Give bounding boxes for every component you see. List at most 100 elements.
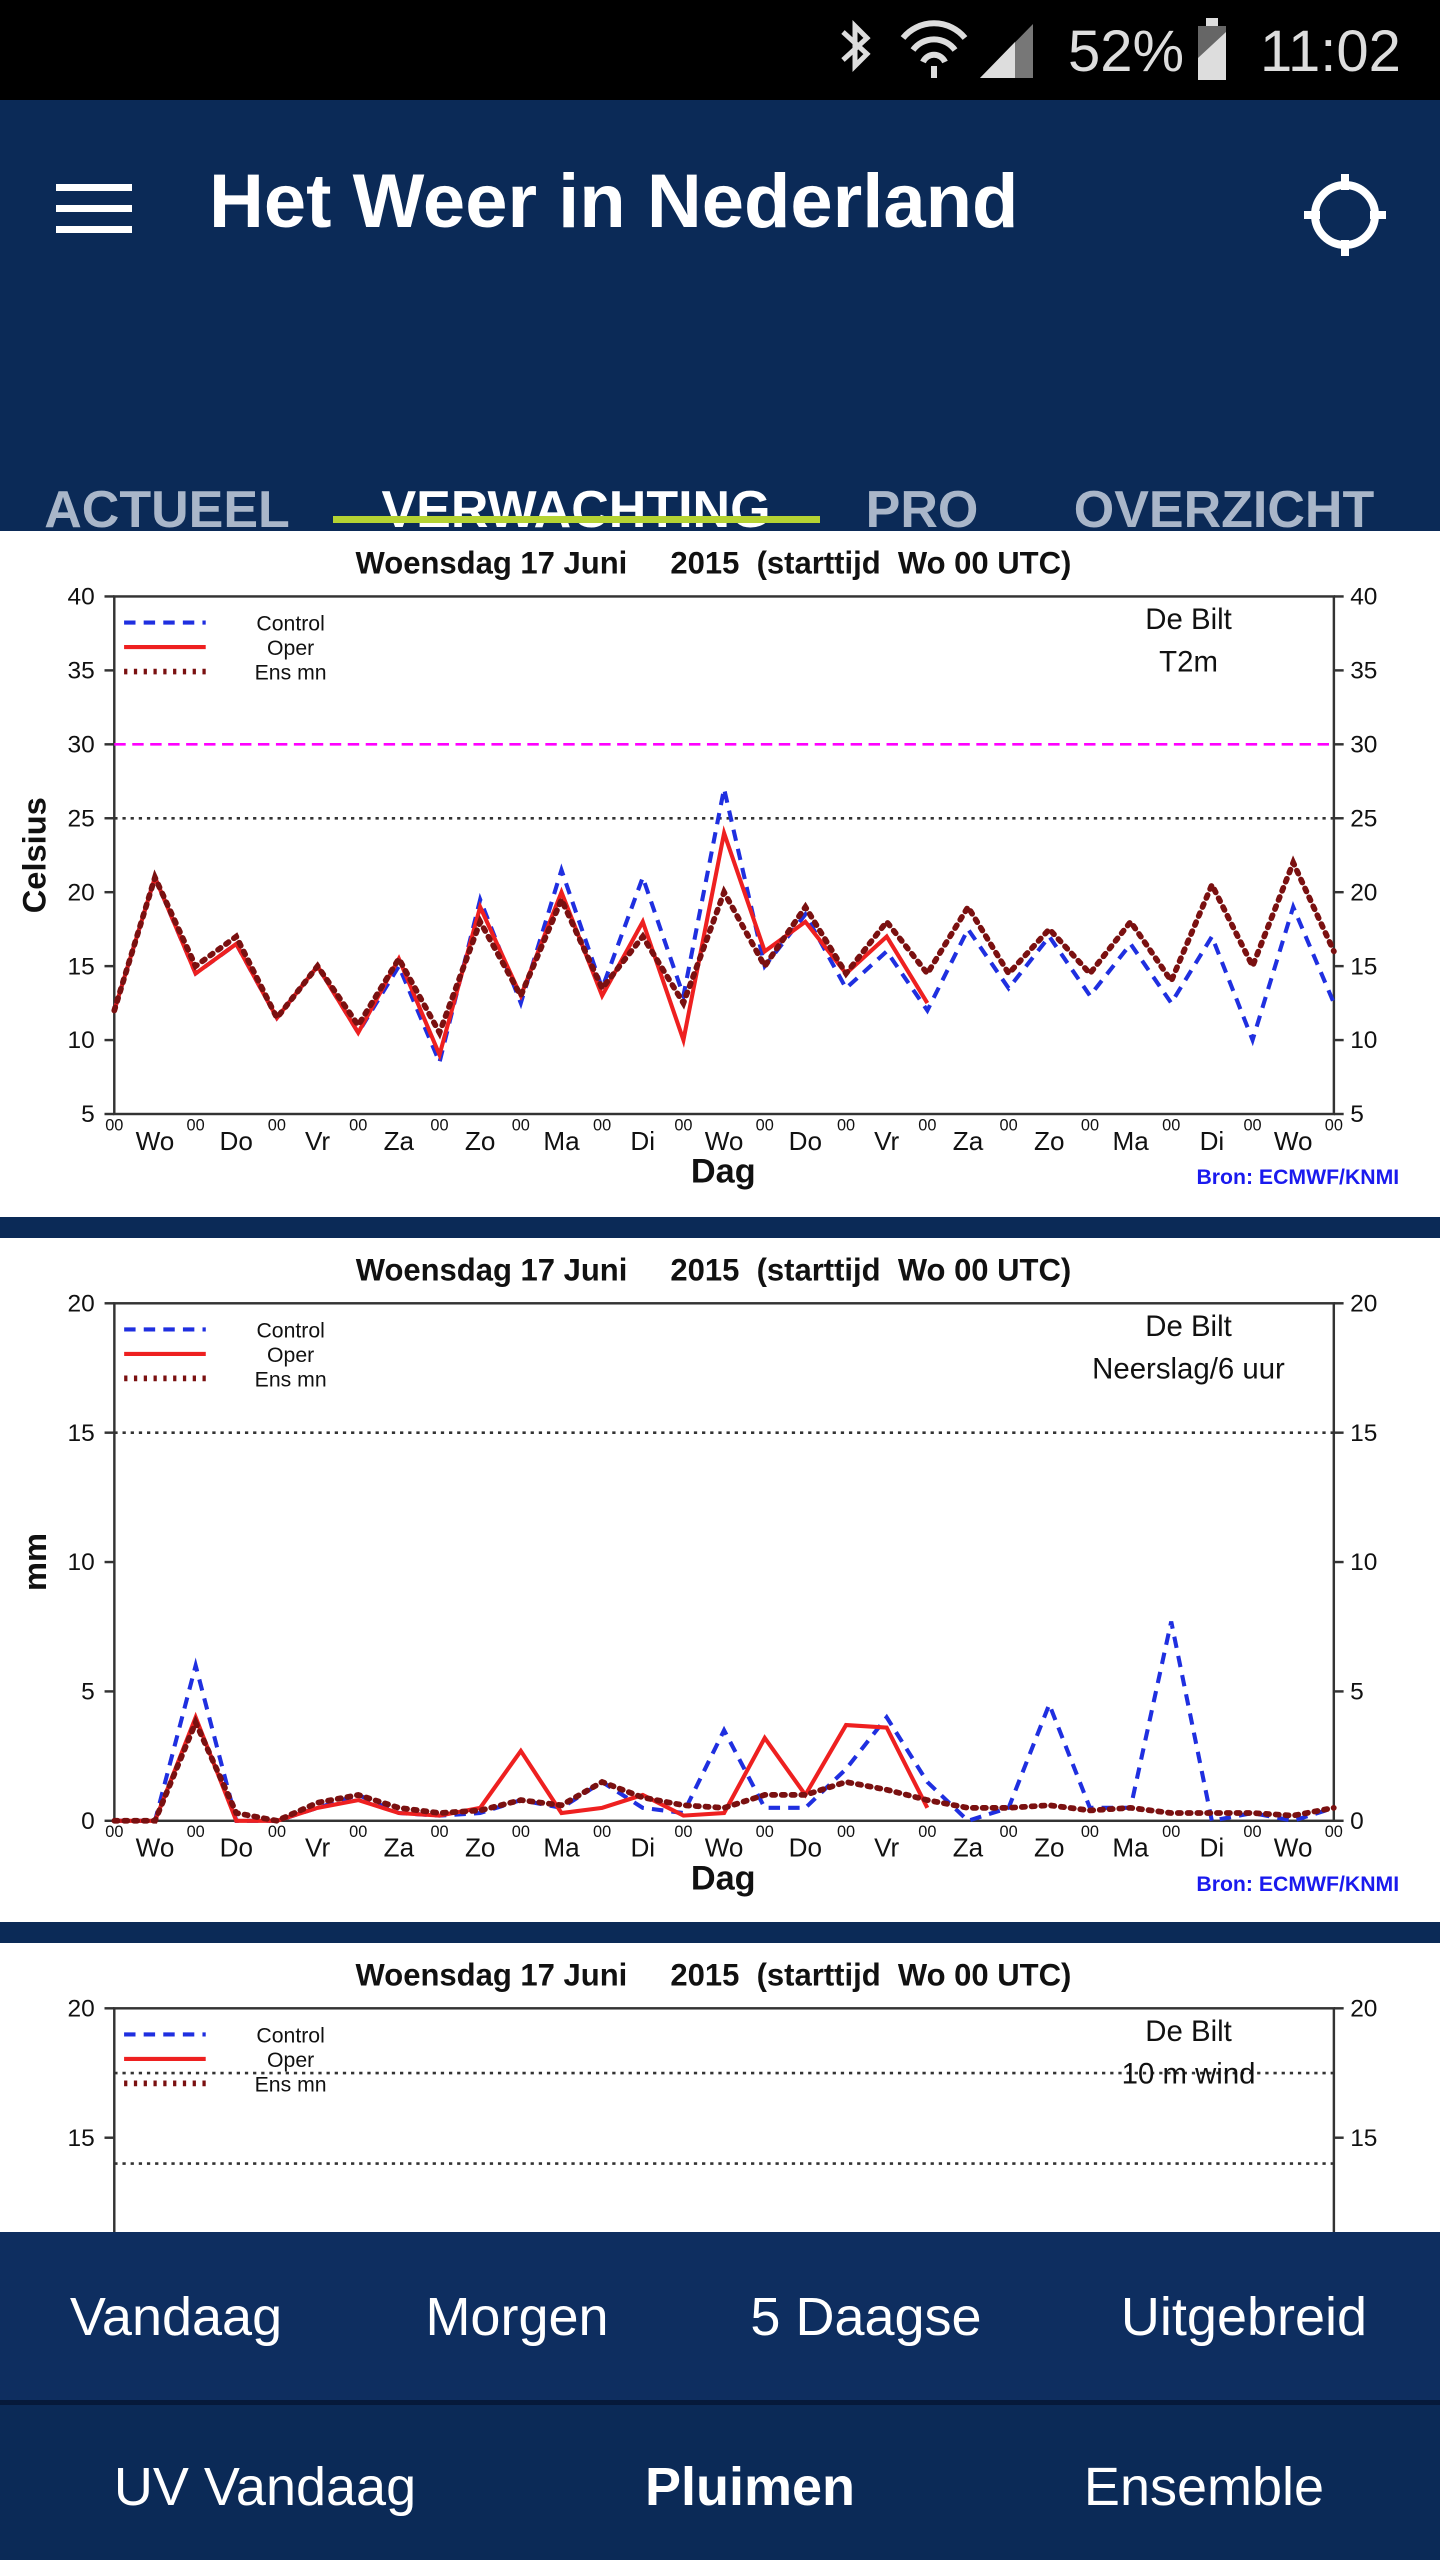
source: Bron: ECMWF/KNMI	[1196, 1873, 1399, 1896]
hour-tick-label: 00	[512, 1116, 530, 1134]
status-icons	[841, 19, 1033, 78]
x-tick-label: Do	[789, 1833, 822, 1863]
clock: 11:02	[1260, 19, 1401, 84]
x-tick-label: Za	[384, 1833, 415, 1863]
y-tick-label: 35	[67, 658, 94, 685]
y-tick-label: 20	[68, 1290, 95, 1317]
x-tick-label: Wo	[1274, 1833, 1313, 1863]
variable: T2m	[1159, 646, 1218, 679]
app-title: Het Weer in Nederland	[209, 159, 1019, 244]
x-tick-label: Vr	[305, 1126, 330, 1156]
nav-item[interactable]: 5 Daagse	[750, 2287, 982, 2347]
x-tick-label: Wo	[705, 1126, 744, 1156]
location: De Bilt	[1145, 1310, 1232, 1343]
x-tick-label: Di	[1200, 1833, 1225, 1863]
nav-item[interactable]: Vandaag	[69, 2287, 283, 2347]
x-tick-label: Di	[1200, 1126, 1225, 1156]
chart-temperature: Woensdag 17 Juni 2015 (starttijd Wo 00 U…	[0, 531, 1440, 1217]
legend-label: Control	[256, 613, 324, 636]
hour-tick-label: 00	[512, 1823, 530, 1841]
app-bar: Het Weer in Nederland ACTUEEL VERWACHTIN…	[0, 100, 1440, 539]
x-tick-label: Ma	[1112, 1126, 1149, 1156]
y2-tick-label: 10	[1350, 1549, 1377, 1576]
nav-item-active[interactable]: Pluimen	[644, 2457, 856, 2517]
series-line	[111, 855, 1337, 1040]
tab[interactable]: PRO	[865, 481, 979, 539]
locate-button[interactable]	[1300, 170, 1390, 260]
hour-tick-label: 00	[674, 1116, 692, 1134]
y-axis-label: Celsius	[16, 797, 53, 913]
y-tick-label: 10	[68, 1549, 95, 1576]
hour-tick-label: 00	[1325, 1116, 1343, 1134]
hour-tick-label: 00	[756, 1116, 774, 1134]
hour-tick-label: 00	[837, 1116, 855, 1134]
y2-tick-label: 25	[1350, 805, 1377, 832]
chart-title: Woensdag 17 Juni 2015 (starttijd Wo 00 U…	[356, 1252, 1071, 1287]
y2-tick-label: 40	[1350, 584, 1377, 611]
y2-tick-label: 20	[1350, 1290, 1377, 1317]
hour-tick-label: 00	[918, 1823, 936, 1841]
y2-tick-label: 15	[1350, 2125, 1377, 2152]
y-tick-label: 5	[81, 1101, 95, 1128]
x-tick-label: Wo	[136, 1833, 175, 1863]
nav-item[interactable]: UV Vandaag	[113, 2457, 417, 2517]
menu-button[interactable]	[56, 180, 136, 240]
hour-tick-label: 00	[105, 1116, 123, 1134]
bottom-nav-row	[0, 2232, 1440, 2400]
y-tick-label: 15	[68, 1420, 95, 1447]
nav-item[interactable]: Ensemble	[1083, 2457, 1325, 2517]
y2-tick-label: 15	[1350, 953, 1377, 980]
y-tick-label: 20	[67, 879, 94, 906]
chart-title: Woensdag 17 Juni 2015 (starttijd Wo 00 U…	[356, 1957, 1072, 1992]
y-tick-label: 25	[67, 805, 94, 832]
x-tick-label: Zo	[465, 1126, 495, 1156]
y2-tick-label: 30	[1350, 731, 1377, 758]
hour-tick-label: 00	[1162, 1116, 1180, 1134]
x-tick-label: Ma	[1112, 1833, 1149, 1863]
x-tick-label: Zo	[465, 1833, 495, 1863]
legend-label: Oper	[267, 1344, 314, 1367]
battery-level: 52%	[1068, 19, 1185, 84]
variable: 10 m wind	[1122, 2057, 1256, 2090]
plot-frame	[113, 2007, 1336, 2232]
nav-item[interactable]: Morgen	[425, 2287, 609, 2347]
tab[interactable]: OVERZICHT	[1073, 481, 1375, 539]
hour-tick-label: 00	[349, 1823, 367, 1841]
hour-tick-label: 00	[1081, 1823, 1099, 1841]
hour-tick-label: 00	[187, 1116, 205, 1134]
x-tick-label: Di	[630, 1126, 655, 1156]
series-line	[114, 1621, 1335, 1824]
x-tick-label: Za	[953, 1126, 984, 1156]
x-tick-label: Ma	[543, 1833, 580, 1863]
hour-tick-label: 00	[674, 1823, 692, 1841]
chart-title: Woensdag 17 Juni 2015 (starttijd Wo 00 U…	[356, 546, 1072, 581]
hour-tick-label: 00	[1162, 1823, 1180, 1841]
x-tick-label: Za	[384, 1126, 415, 1156]
y-tick-label: 15	[67, 2125, 94, 2152]
hour-tick-label: 00	[1081, 1116, 1099, 1134]
x-axis-label: Dag	[691, 1153, 756, 1191]
chart-wind: Woensdag 17 Juni 2015 (starttijd Wo 00 U…	[0, 1943, 1440, 2232]
x-tick-label: Vr	[874, 1833, 899, 1863]
hour-tick-label: 00	[1325, 1823, 1343, 1841]
x-tick-label: Do	[220, 1833, 253, 1863]
hour-tick-label: 00	[187, 1823, 205, 1841]
y-tick-label: 20	[67, 1995, 94, 2022]
x-tick-label: Zo	[1034, 1126, 1064, 1156]
tab[interactable]: ACTUEEL	[44, 481, 290, 539]
x-tick-label: Wo	[705, 1833, 744, 1863]
series-line	[114, 1711, 930, 1823]
x-tick-label: Ma	[543, 1126, 580, 1156]
y2-tick-label: 5	[1350, 1101, 1364, 1128]
variable: Neerslag/6 uur	[1092, 1352, 1285, 1385]
divider	[0, 2400, 1440, 2405]
legend-label: Ens mn	[255, 662, 327, 685]
tab-active[interactable]: VERWACHTING	[381, 481, 771, 539]
series-line	[111, 1715, 1337, 1824]
legend-label: Oper	[267, 637, 314, 660]
x-tick-label: Wo	[136, 1126, 175, 1156]
nav-item[interactable]: Uitgebreid	[1120, 2287, 1368, 2347]
y2-tick-label: 35	[1350, 658, 1377, 685]
y-tick-label: 10	[67, 1027, 94, 1054]
legend-label: Control	[256, 2025, 324, 2048]
